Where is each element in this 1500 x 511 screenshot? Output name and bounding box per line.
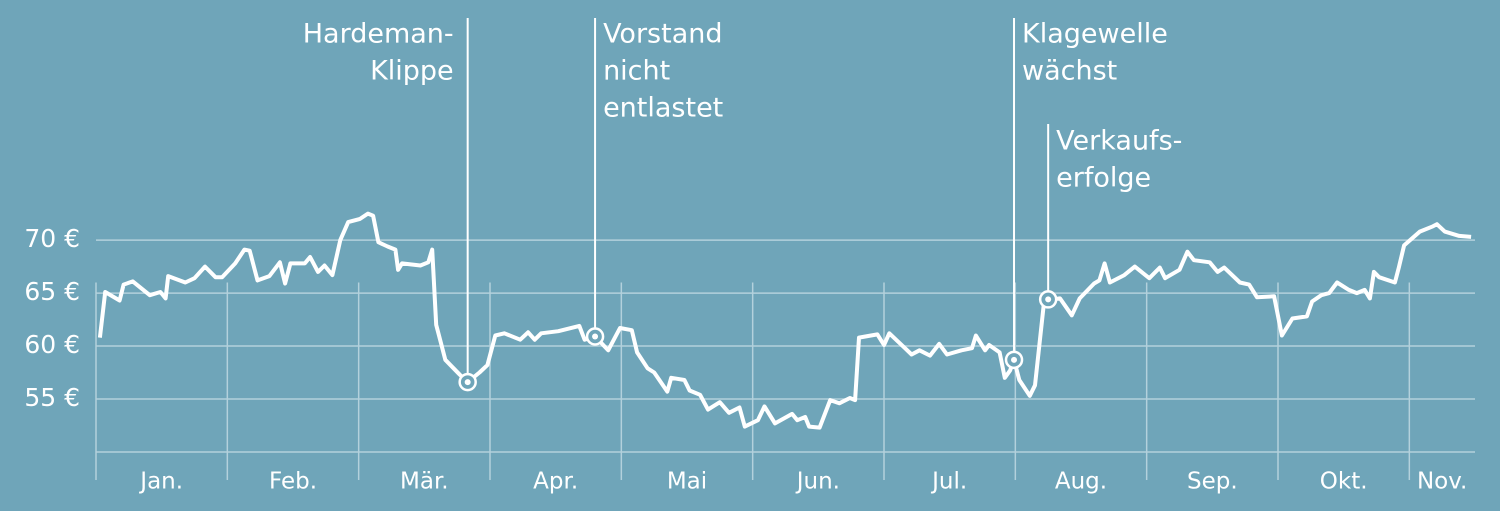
y-tick-label: 65 € xyxy=(24,277,80,306)
annotation-text: entlastet xyxy=(603,93,723,124)
annotation-text: nicht xyxy=(603,56,670,87)
annotation-dot xyxy=(464,379,471,386)
annotation-dot xyxy=(1045,296,1052,303)
annotation-text: Hardeman- xyxy=(303,19,454,50)
x-tick-label: Feb. xyxy=(269,469,317,495)
annotation-text: Vorstand xyxy=(603,19,722,50)
y-tick-label: 55 € xyxy=(24,383,80,412)
annotation-text: wächst xyxy=(1022,56,1117,87)
x-tick-label: Jan. xyxy=(138,469,183,495)
y-tick-label: 60 € xyxy=(24,330,80,359)
x-tick-label: Okt. xyxy=(1320,469,1368,495)
x-tick-label: Sep. xyxy=(1187,469,1238,495)
annotation-text: Klippe xyxy=(370,56,454,87)
annotation-text: erfolge xyxy=(1056,163,1151,194)
x-tick-label: Jul. xyxy=(930,469,967,495)
annotation-dot xyxy=(1011,356,1018,363)
x-tick-label: Jun. xyxy=(795,469,840,495)
x-tick-label: Mär. xyxy=(400,469,449,495)
price-line xyxy=(97,211,1472,430)
x-tick-label: Aug. xyxy=(1055,469,1107,495)
annotation-dot xyxy=(592,333,599,340)
x-tick-label: Nov. xyxy=(1417,469,1467,495)
annotation-text: Klagewelle xyxy=(1022,19,1168,50)
annotation-text: Verkaufs- xyxy=(1056,126,1182,157)
x-tick-label: Mai xyxy=(667,469,707,495)
x-tick-label: Apr. xyxy=(533,469,578,495)
y-tick-label: 70 € xyxy=(24,224,80,253)
